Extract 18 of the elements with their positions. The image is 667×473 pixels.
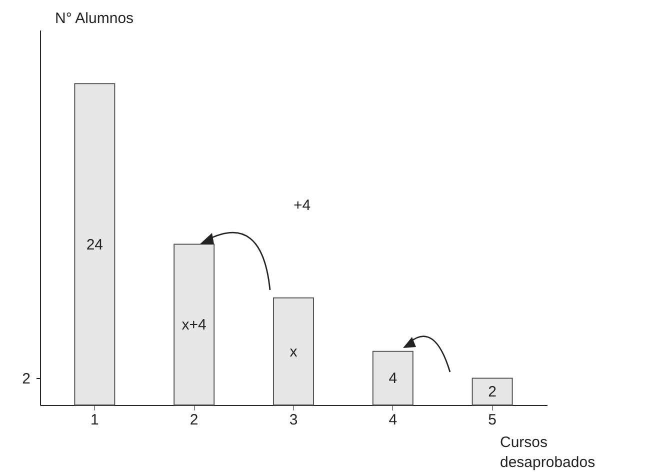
x-tick-label: 3: [289, 412, 298, 428]
bar: [273, 297, 314, 406]
data-label: x: [290, 343, 298, 360]
data-label: 2: [488, 384, 496, 401]
data-label: 4: [388, 370, 398, 388]
x-tick-label: 5: [488, 412, 496, 428]
data-label: 24: [86, 236, 104, 254]
bar: [372, 350, 414, 406]
x-tick-label: 4: [388, 412, 398, 428]
x-tick-label: 1: [90, 412, 99, 428]
x-tick-label: 2: [190, 412, 198, 428]
bar: [472, 378, 513, 406]
annotation: +4: [293, 197, 311, 214]
bar: [174, 244, 215, 406]
data-label: x+4: [182, 316, 206, 334]
y-axis-title: N° Alumnos: [55, 10, 134, 27]
x-axis-title: Cursos desaprobados: [500, 434, 596, 471]
bar: [74, 83, 116, 406]
